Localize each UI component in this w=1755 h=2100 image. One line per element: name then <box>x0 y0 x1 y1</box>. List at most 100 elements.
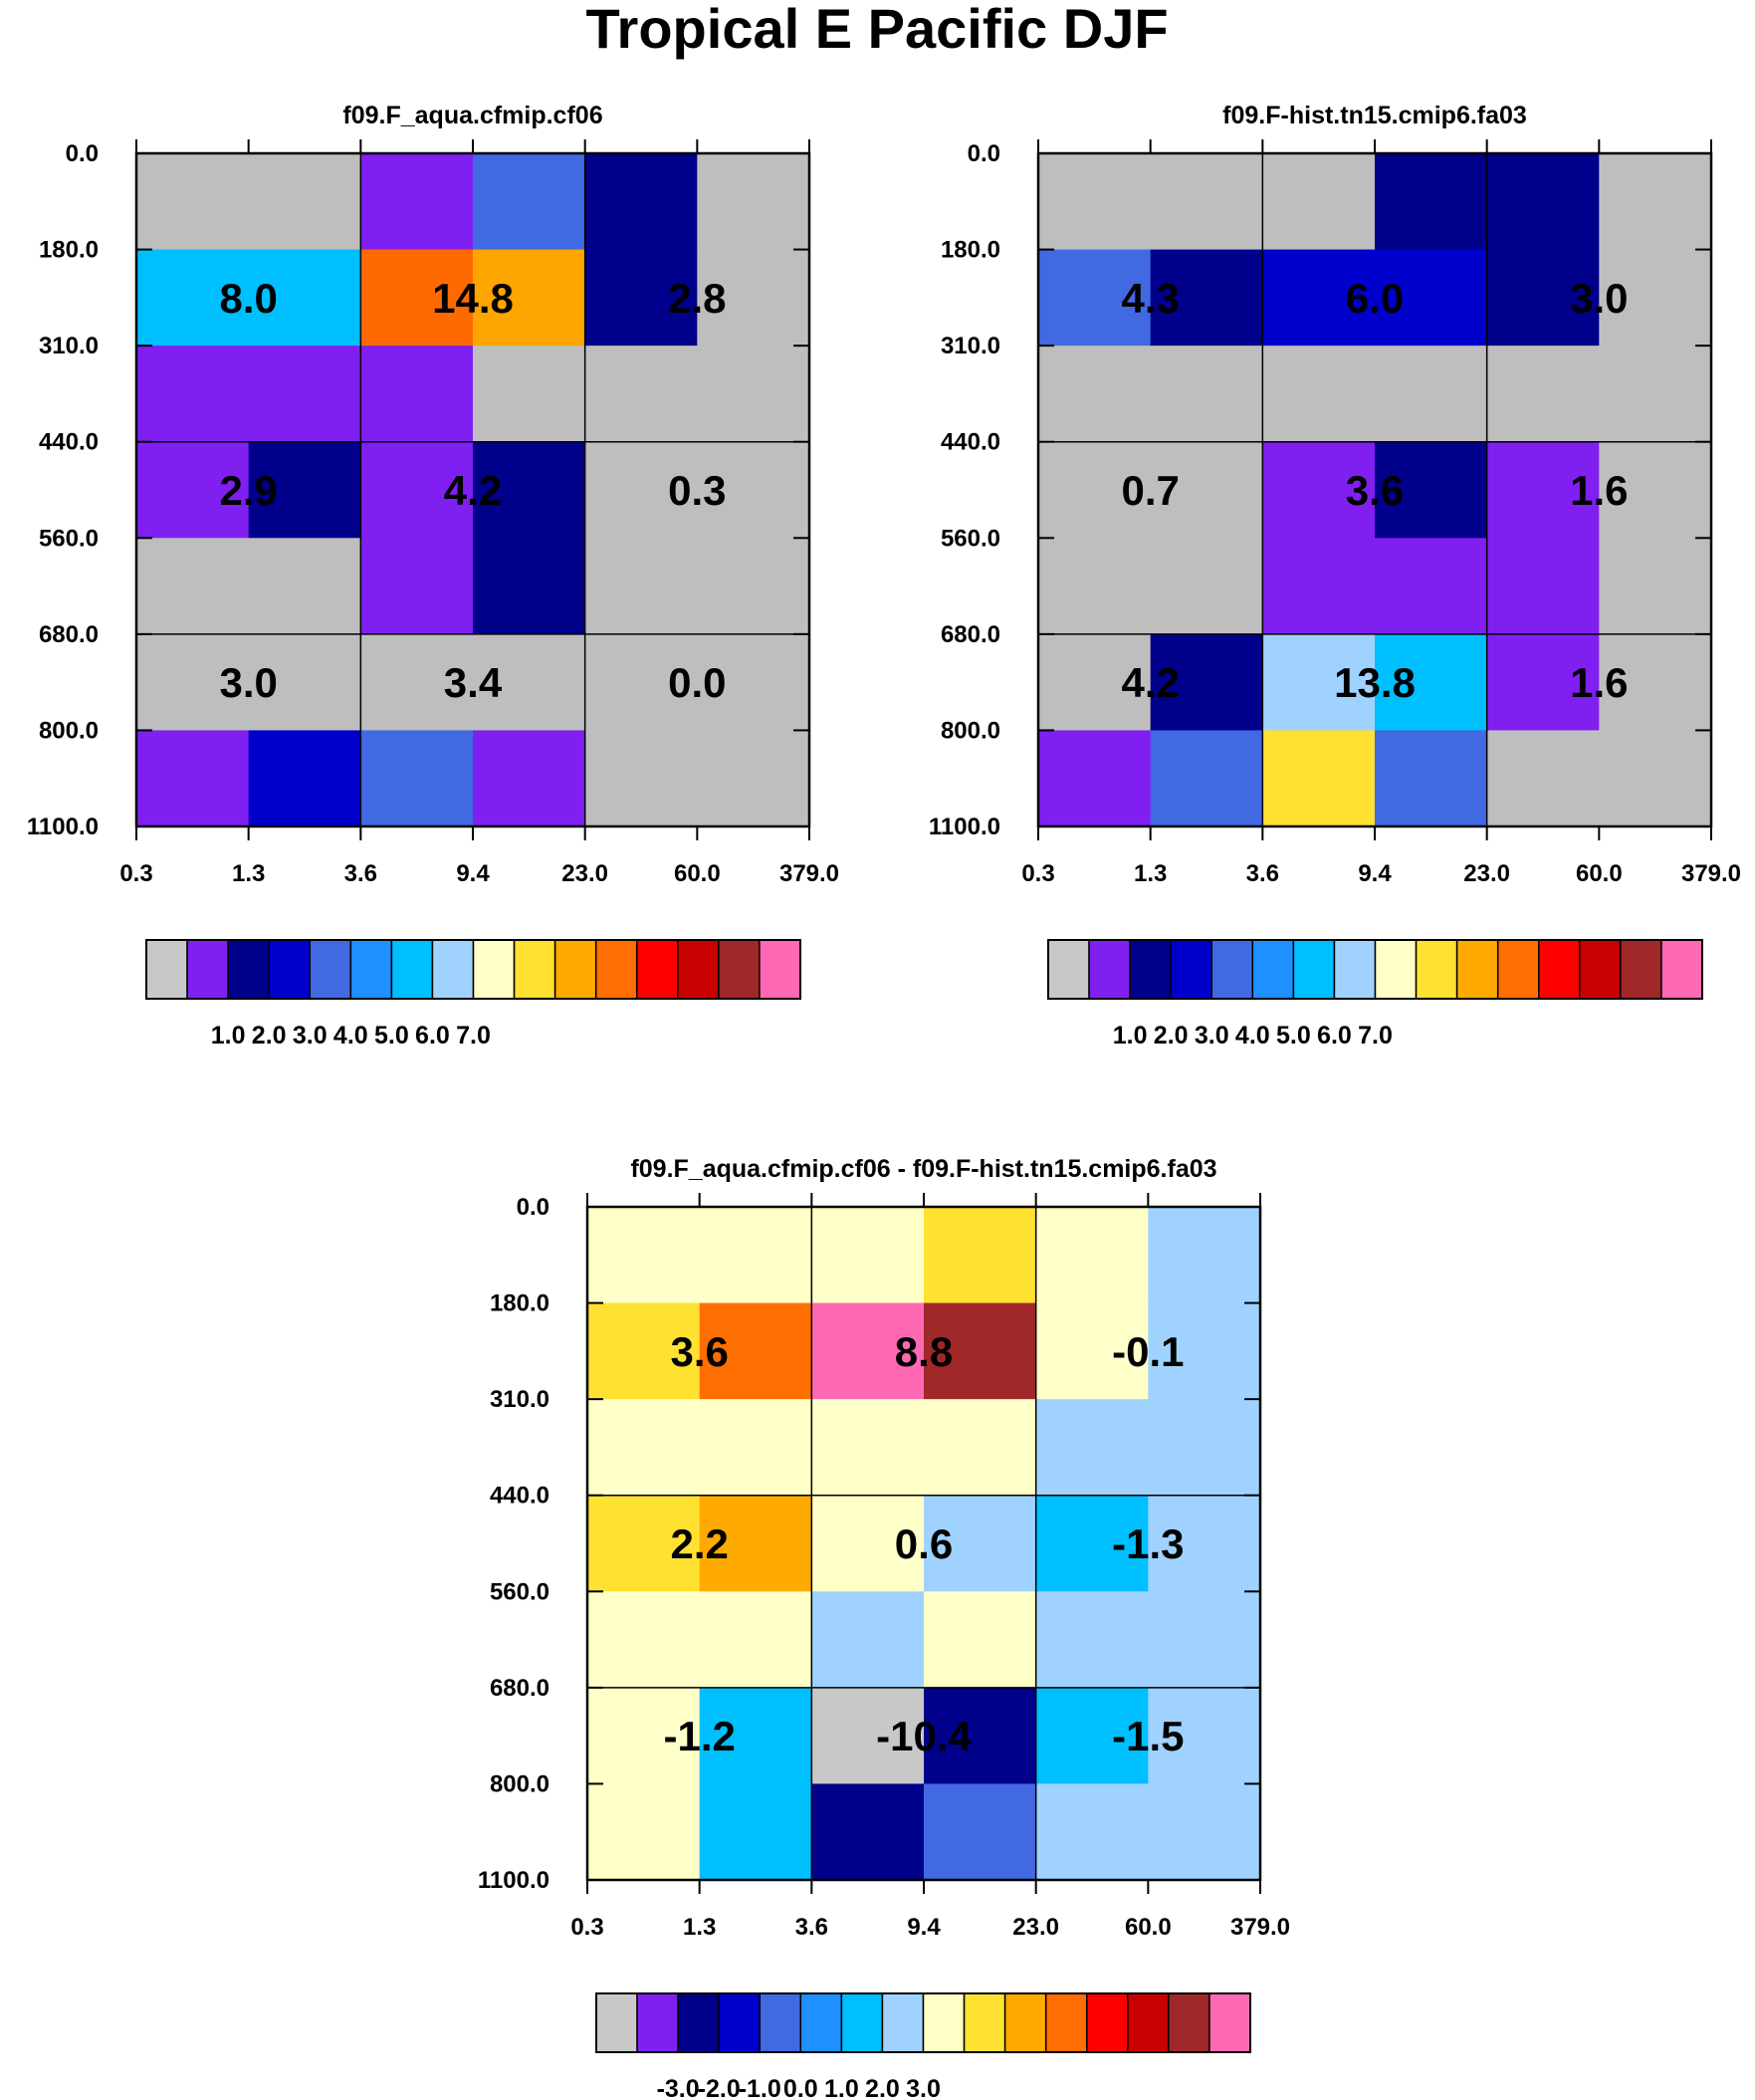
colorbar-swatch <box>186 939 229 1000</box>
colorbar-label: 5.0 <box>1276 1022 1311 1050</box>
x-tick-label: 3.6 <box>344 860 377 887</box>
x-tick-label: 60.0 <box>1576 860 1623 887</box>
y-tick-label: 440.0 <box>490 1483 549 1510</box>
y-tick-label: 560.0 <box>39 525 99 552</box>
heatmap-cell <box>1486 249 1600 347</box>
heatmap-cell <box>1599 346 1712 443</box>
box-value-label: -0.1 <box>1112 1328 1184 1375</box>
colorbar: 1.0 2.0 3.0 4.0 5.0 6.0 7.0 <box>1047 939 1703 1050</box>
panel-title: f09.F_aqua.cfmip.cf06 - f09.F-hist.tn15.… <box>630 1155 1216 1183</box>
y-tick-label: 800.0 <box>941 717 1000 744</box>
heatmap-cell <box>1375 346 1488 443</box>
y-tick-label: 310.0 <box>941 333 1000 359</box>
heatmap-cell <box>360 346 474 443</box>
colorbar-swatch <box>759 1992 802 2053</box>
x-tick-label: 0.3 <box>119 860 152 887</box>
box-value-label: -10.4 <box>876 1713 972 1759</box>
colorbar-label: 4.0 <box>333 1022 368 1050</box>
colorbar-label: 2.0 <box>865 2075 900 2100</box>
heatmap-cell <box>248 153 361 251</box>
y-tick-label: 180.0 <box>490 1290 549 1317</box>
heatmap-cell <box>473 153 586 251</box>
heatmap-cell <box>1038 441 1152 539</box>
y-tick-label: 1100.0 <box>478 1867 549 1894</box>
heatmap-cell <box>699 1207 812 1304</box>
heatmap-cell <box>1599 730 1712 827</box>
box-value-label: 3.0 <box>1570 275 1628 322</box>
panel-title: f09.F-hist.tn15.cmip6.fa03 <box>1222 102 1527 129</box>
heatmap-cell <box>584 538 698 635</box>
heatmap-cell <box>584 346 698 443</box>
colorbar-label: 7.0 <box>1358 1022 1393 1050</box>
heatmap-cell <box>584 730 698 827</box>
x-tick-label: 9.4 <box>907 1914 941 1941</box>
colorbar-frame <box>145 939 801 1000</box>
colorbar-label: 1.0 <box>824 2075 859 2100</box>
heatmap-cell <box>1486 538 1600 635</box>
colorbar-swatch <box>1208 1992 1251 2053</box>
heatmap-cell <box>360 633 474 732</box>
x-tick-label: 60.0 <box>1125 1914 1172 1941</box>
colorbar-swatch <box>431 939 475 1000</box>
heatmap-cell <box>1035 1399 1149 1497</box>
heatmap-cell <box>1262 633 1376 732</box>
y-tick-label: 0.0 <box>66 140 99 167</box>
heatmap-cell <box>924 1302 1037 1400</box>
y-tick-label: 0.0 <box>517 1194 549 1221</box>
colorbar-swatch <box>1620 939 1662 1000</box>
x-tick-label: 9.4 <box>456 860 490 887</box>
colorbar-swatch <box>881 1992 925 2053</box>
heatmap-cell <box>1038 730 1152 827</box>
heatmap-cell <box>1038 633 1152 732</box>
heatmap-cell <box>811 1302 925 1400</box>
colorbar-swatch <box>1003 1992 1047 2053</box>
box-value-label: -1.3 <box>1112 1520 1184 1567</box>
heatmap-cell <box>1150 538 1263 635</box>
heatmap-cell <box>584 633 698 732</box>
colorbar-label: 6.0 <box>1317 1022 1352 1050</box>
heatmap-cell <box>473 249 586 347</box>
colorbar-label: -2.0 <box>698 2075 741 2100</box>
heatmap-cell <box>1599 441 1712 539</box>
colorbar-swatch <box>268 939 312 1000</box>
heatmap-cell <box>1150 441 1263 539</box>
heatmap-cell <box>1599 633 1712 732</box>
heatmap-cell <box>1599 249 1712 347</box>
x-tick-label: 60.0 <box>674 860 721 887</box>
heatmap-cell <box>699 1399 812 1497</box>
colorbar-swatch <box>553 939 597 1000</box>
colorbar-swatch <box>718 1992 762 2053</box>
x-tick-label: 23.0 <box>561 860 608 887</box>
colorbar-label: 1.0 <box>211 1022 246 1050</box>
heatmap-cell <box>1038 538 1152 635</box>
heatmap-cell <box>811 1207 925 1304</box>
heatmap-cell <box>1375 441 1488 539</box>
colorbar-label: 6.0 <box>415 1022 450 1050</box>
colorbar-swatch <box>595 1992 638 2053</box>
colorbar-swatch <box>799 1992 843 2053</box>
heatmap-cell <box>587 1207 701 1304</box>
panel-3: f09.F_aqua.cfmip.cf06 - f09.F-hist.tn15.… <box>478 1155 1290 2100</box>
colorbar-label: 3.0 <box>906 2075 941 2100</box>
colorbar-frame <box>1047 939 1703 1000</box>
heatmap-cell <box>811 1495 925 1592</box>
box-value-label: 4.2 <box>444 467 502 514</box>
box-value-label: 0.3 <box>668 467 726 514</box>
heatmap-cell <box>1486 633 1600 732</box>
x-tick-label: 0.3 <box>1021 860 1054 887</box>
heatmap-cell <box>1262 730 1376 827</box>
heatmap-cell <box>136 633 250 732</box>
box-value-label: 3.4 <box>444 659 503 706</box>
heatmap-cell <box>924 1207 1037 1304</box>
colorbar-label: 2.0 <box>1154 1022 1189 1050</box>
colorbar-swatch <box>1333 939 1377 1000</box>
heatmap-cell <box>697 153 810 251</box>
box-value-label: 4.3 <box>1121 275 1179 322</box>
heatmap-cell <box>1035 1302 1149 1400</box>
heatmap-cell <box>1150 633 1263 732</box>
heatmap-cell <box>1486 346 1600 443</box>
heatmap-cell <box>1035 1687 1149 1785</box>
colorbar-swatch <box>1044 1992 1088 2053</box>
heatmap-cell <box>1148 1399 1261 1497</box>
y-tick-label: 800.0 <box>490 1770 549 1797</box>
